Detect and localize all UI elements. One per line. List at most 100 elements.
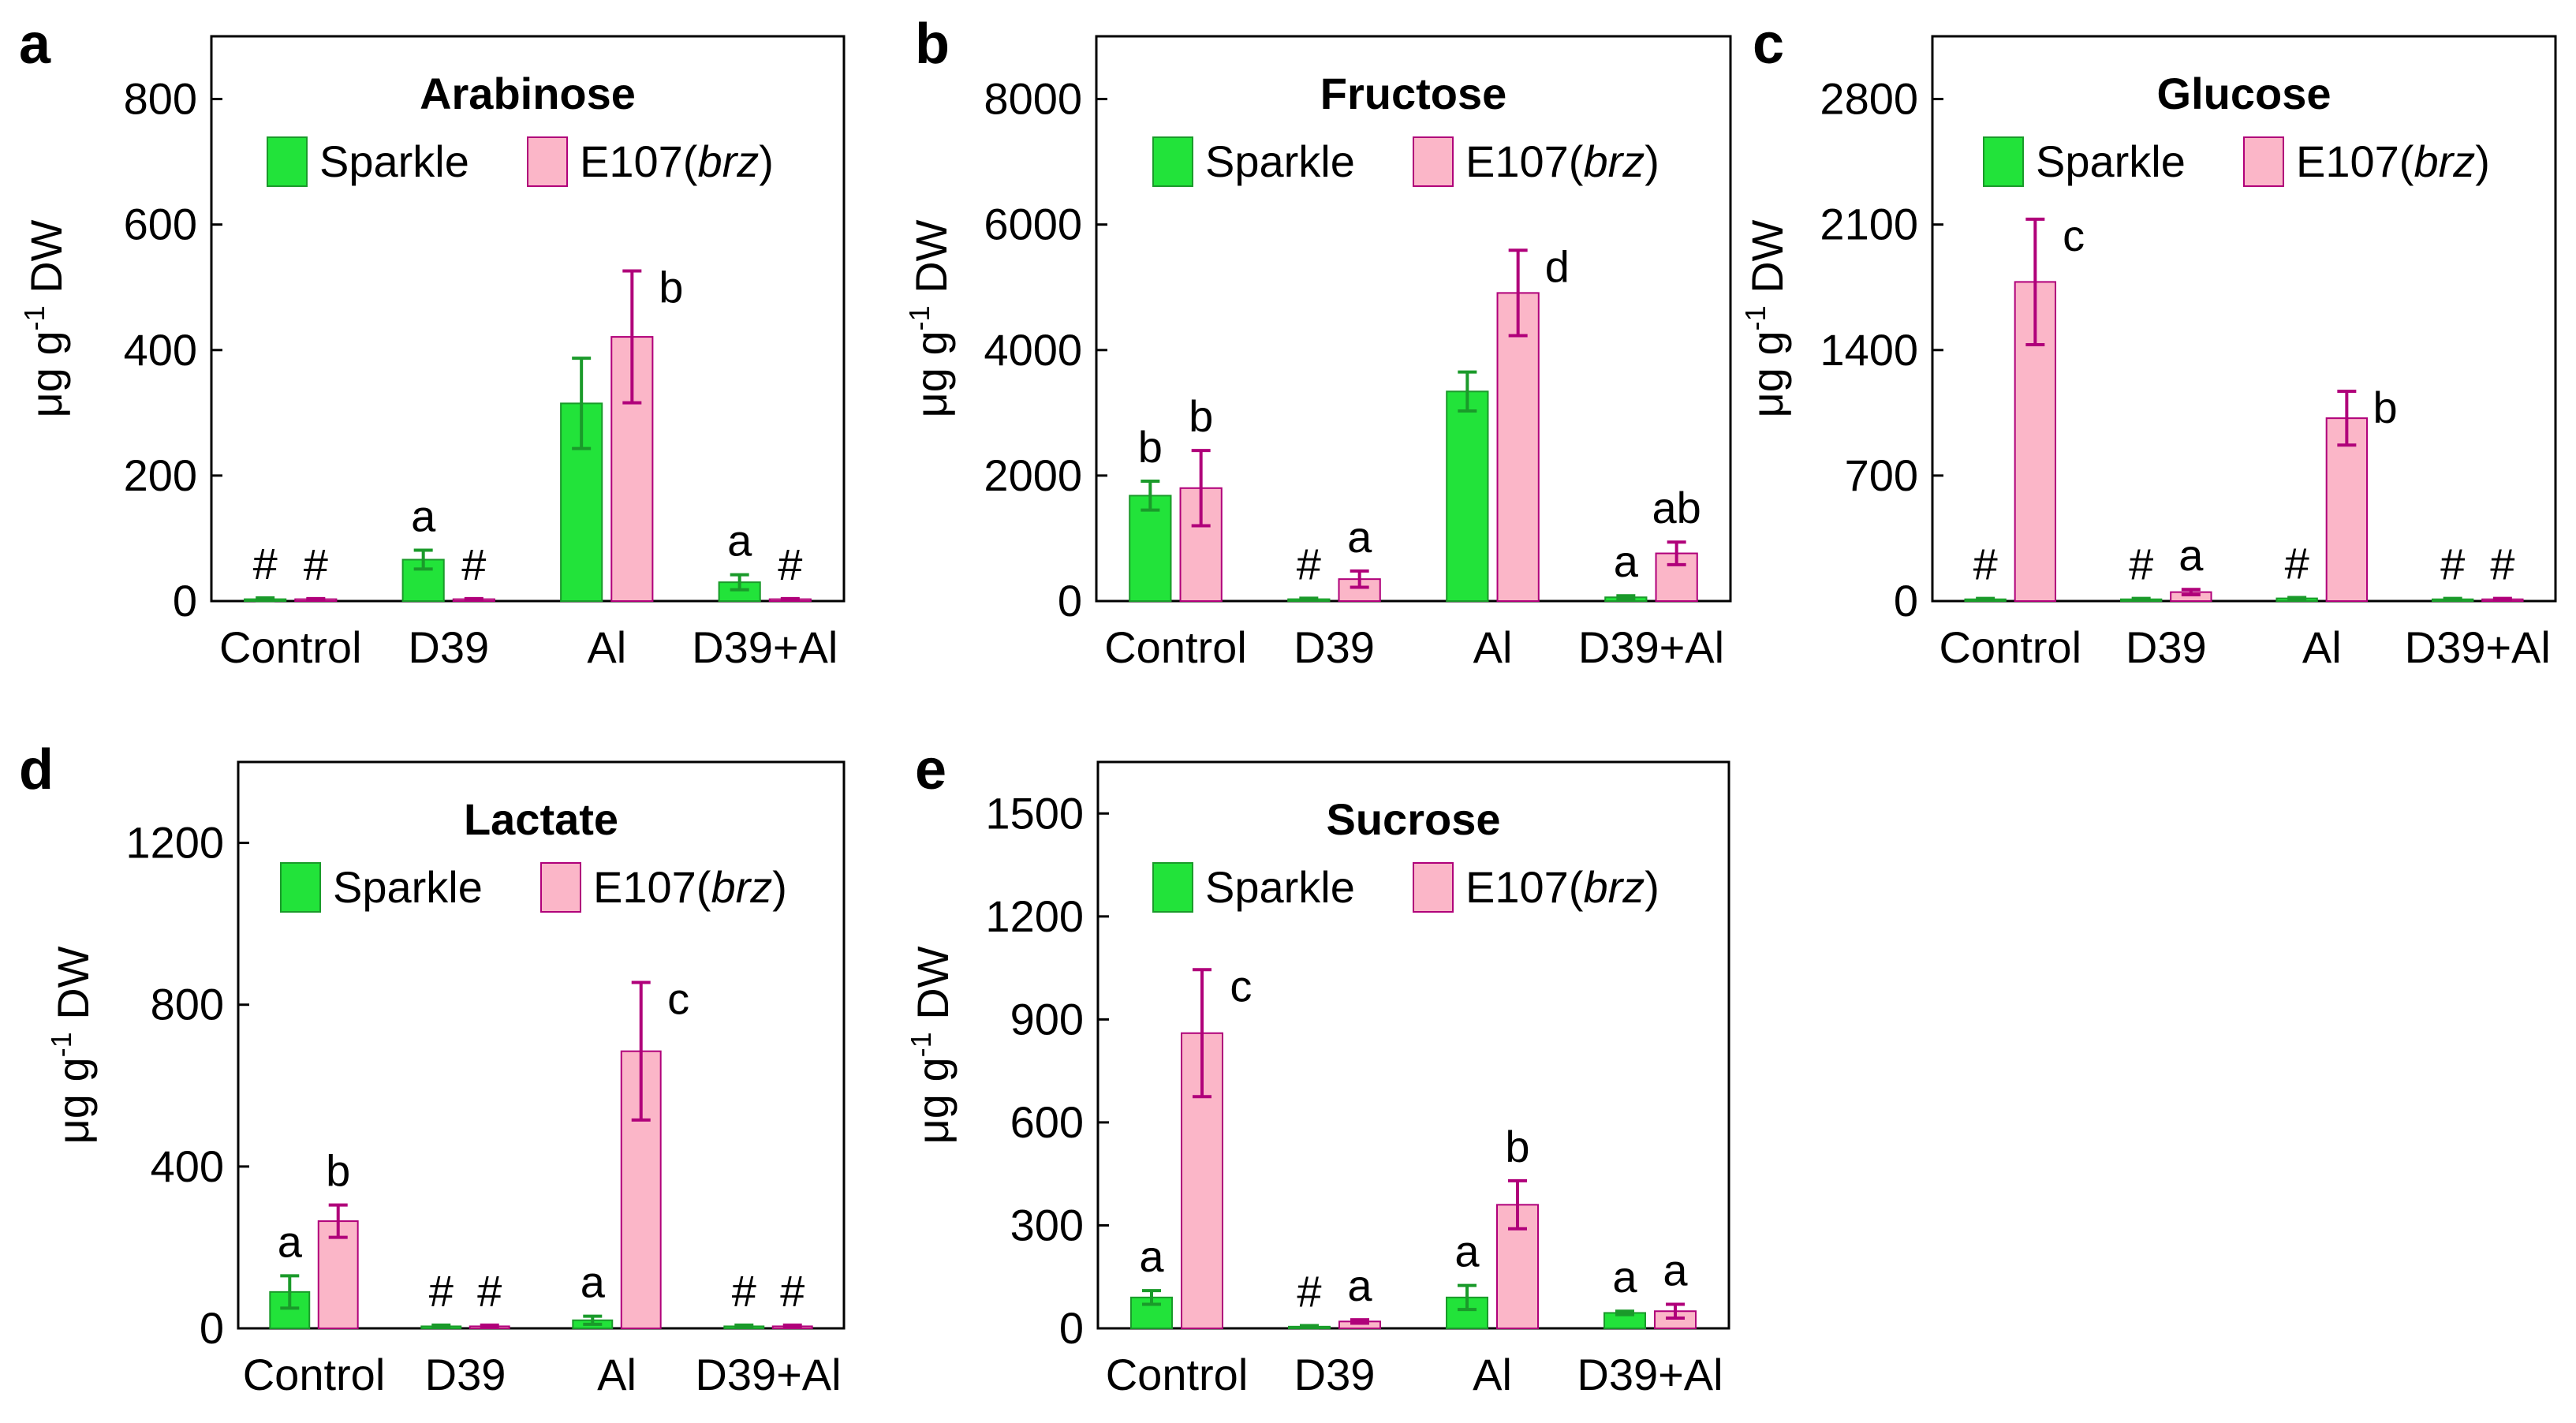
legend-entry: E107(brz) [2296, 136, 2490, 186]
significance-letter: d [1545, 241, 1570, 291]
panel-b: b Fructose 0 2000 4000 6000 8000 μg g-1 DW Spark… [903, 13, 1732, 672]
y-tick-label: 0 [200, 1303, 224, 1353]
x-tick-label: D39+Al [1577, 1350, 1723, 1399]
legend-entry: Sparkle [333, 862, 483, 912]
x-tick-label: D39+Al [695, 1350, 841, 1399]
y-tick-label: 0 [1894, 576, 1918, 626]
significance-letter: a [278, 1216, 303, 1266]
legend-swatch [1152, 136, 1193, 187]
significance-letter: # [778, 540, 802, 589]
bar-e107 [1496, 292, 1540, 602]
bar-sparkle [1446, 390, 1489, 602]
panel-label: c [1753, 13, 1784, 76]
y-tick-label: 400 [124, 325, 197, 375]
y-tick-label: 700 [1845, 450, 1918, 500]
y-tick-label: 600 [1010, 1097, 1084, 1147]
y-tick-label: 2100 [1820, 200, 1918, 249]
panel-label: b [915, 13, 950, 76]
y-tick-label: 800 [124, 74, 197, 124]
bar-sparkle [1129, 495, 1172, 603]
legend-swatch [267, 136, 308, 187]
legend-entry: Sparkle [1205, 862, 1355, 912]
bar-e107 [1181, 1032, 1223, 1329]
significance-letter: a [1347, 1261, 1372, 1310]
y-tick-label: 400 [151, 1141, 224, 1191]
legend-entry: E107(brz) [580, 136, 774, 186]
y-tick-label: 4000 [984, 325, 1082, 375]
x-tick-label: Control [219, 622, 362, 672]
x-tick-label: Al [597, 1350, 637, 1399]
legend-swatch [527, 136, 568, 187]
legend-entry: E107(brz) [593, 862, 787, 912]
panel-e: e Sucrose 0 300 600 900 1200 1500 μg g-1 DW Spark… [905, 738, 1730, 1399]
significance-letter: a [581, 1257, 606, 1307]
significance-letter: # [253, 539, 278, 588]
y-tick-label: 600 [124, 200, 197, 249]
plot-frame [210, 35, 846, 603]
y-tick-label: 0 [173, 576, 197, 626]
y-tick-label: 900 [1010, 994, 1084, 1044]
y-axis-label: μg g-1 DW [18, 219, 71, 417]
x-tick-label: D39+Al [692, 622, 838, 672]
y-tick-label: 800 [151, 980, 224, 1029]
significance-letter: c [1230, 961, 1252, 1010]
panel-label: e [915, 738, 946, 801]
panel-d: d Lactate 0 400 800 1200 μg g-1 DW Sparkle E107(… [19, 738, 846, 1399]
y-tick-label: 1200 [125, 818, 224, 868]
y-tick-label: 0 [1059, 1303, 1084, 1353]
significance-letter: a [1663, 1246, 1688, 1295]
significance-letter: a [1347, 512, 1372, 562]
y-tick-label: 6000 [984, 200, 1082, 249]
significance-letter: # [304, 540, 328, 589]
x-tick-label: Control [1939, 622, 2081, 672]
significance-letter: b [659, 263, 683, 312]
significance-letter: a [411, 491, 436, 541]
plot-frame [1931, 35, 2557, 603]
legend-entry: Sparkle [1205, 136, 1355, 186]
significance-letter: a [2178, 530, 2204, 580]
significance-letter: # [2129, 540, 2153, 589]
legend-swatch [1983, 136, 2024, 187]
significance-letter: # [2440, 540, 2465, 589]
x-tick-label: Control [1106, 1350, 1249, 1399]
x-tick-label: Al [2302, 622, 2342, 672]
significance-letter: # [1973, 540, 1998, 589]
y-tick-label: 0 [1058, 576, 1082, 626]
panel-label: a [19, 13, 51, 76]
y-tick-label: 2800 [1820, 74, 1918, 124]
x-tick-label: D39+Al [2405, 622, 2551, 672]
x-tick-label: Control [1104, 622, 1247, 672]
legend-swatch [280, 862, 321, 913]
panel-label: d [19, 738, 54, 801]
panel-c: c Glucose 0 700 1400 2100 2800 μg g-1 DW Sparkle… [1739, 13, 2557, 672]
x-tick-label: Al [587, 622, 626, 672]
x-tick-label: D39 [2126, 622, 2207, 672]
significance-letter: a [1139, 1231, 1164, 1281]
significance-letter: a [1612, 1252, 1637, 1302]
x-tick-label: D39 [1294, 1350, 1376, 1399]
significance-letter: c [667, 974, 689, 1024]
significance-letter: # [2490, 540, 2514, 589]
y-tick-label: 8000 [984, 74, 1082, 124]
significance-letter: # [1297, 539, 1321, 588]
significance-letter: c [2063, 211, 2085, 260]
chart-title: Fructose [1320, 69, 1507, 118]
significance-letter: # [429, 1266, 454, 1316]
plot-frame [1096, 760, 1730, 1330]
significance-letter: # [732, 1266, 756, 1316]
chart-title: Lactate [464, 794, 618, 844]
plot-frame [237, 760, 846, 1330]
legend-swatch [2243, 136, 2284, 187]
x-tick-label: Al [1473, 622, 1513, 672]
significance-letter: a [1614, 536, 1639, 586]
x-tick-label: Control [243, 1350, 386, 1399]
significance-letter: b [1189, 391, 1213, 441]
y-tick-label: 1400 [1820, 325, 1918, 375]
plot-frame [1095, 35, 1732, 603]
y-axis-label: μg g-1 DW [905, 946, 958, 1144]
legend-swatch [1413, 862, 1454, 913]
significance-letter: ab [1652, 483, 1701, 532]
y-tick-label: 1500 [985, 788, 1084, 838]
chart-title: Sucrose [1327, 794, 1501, 844]
